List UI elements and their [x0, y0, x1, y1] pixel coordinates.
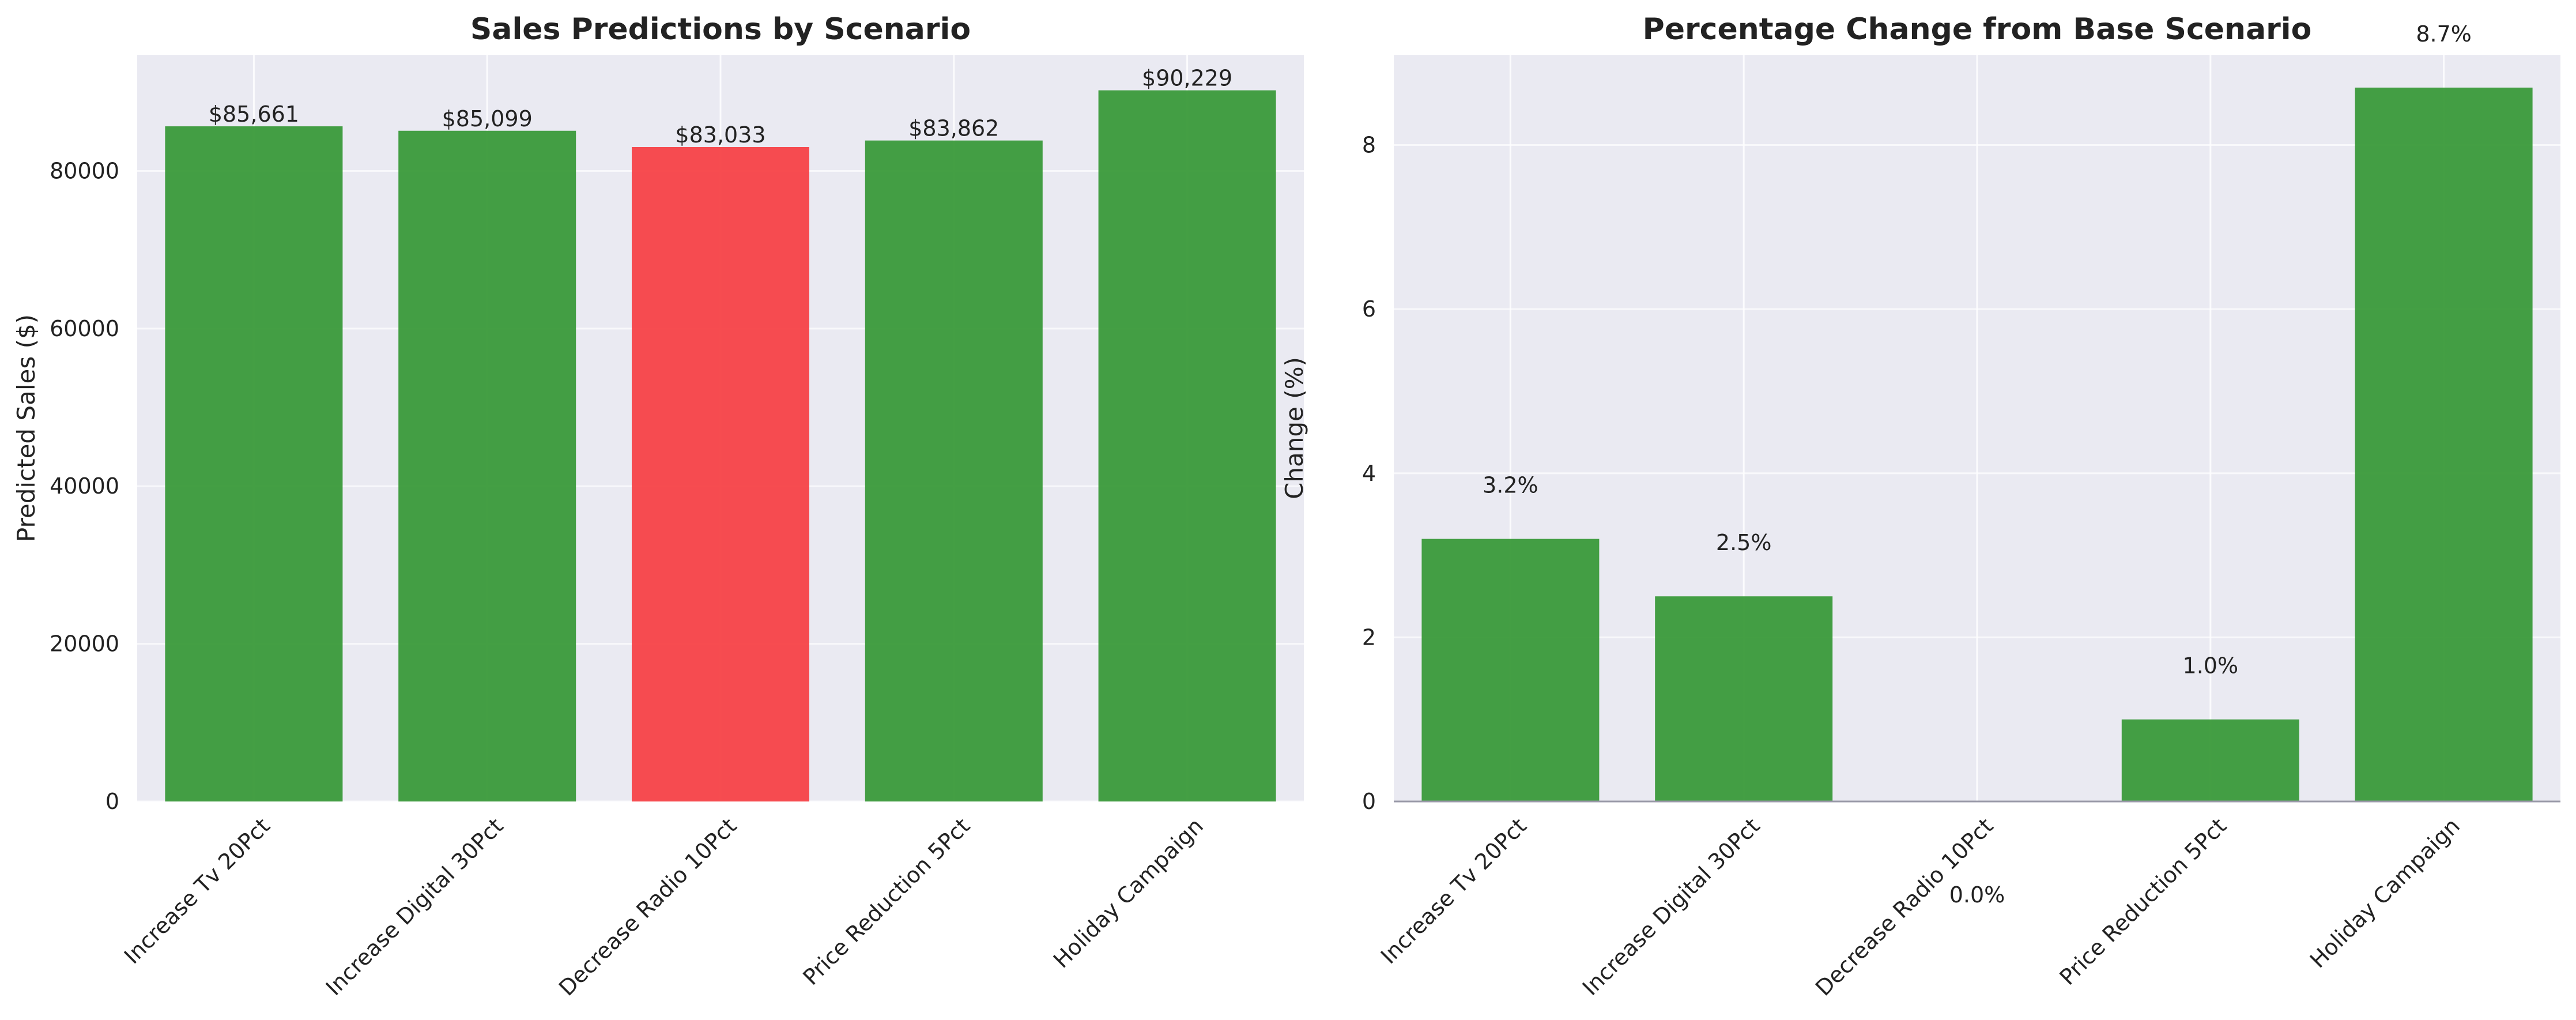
x-tick-label: Price Reduction 5Pct [2054, 813, 2231, 990]
x-tick-label: Increase Digital 30Pct [321, 813, 508, 1000]
value-label: 2.5% [1716, 530, 1772, 555]
y-tick-label: 80000 [50, 158, 119, 183]
value-label: $85,099 [442, 106, 533, 131]
y-tick-label: 0 [1362, 789, 1376, 814]
value-label: $90,229 [1142, 66, 1232, 91]
y-tick-label: 6 [1362, 296, 1376, 322]
bar-3 [632, 147, 809, 802]
bar-4 [2121, 719, 2299, 801]
bar-2 [1655, 596, 1833, 801]
value-label: 1.0% [2183, 653, 2239, 679]
value-label: $85,661 [209, 101, 299, 127]
bar-2 [398, 130, 576, 801]
chart-title: Sales Predictions by Scenario [470, 12, 971, 47]
bar-1 [165, 126, 343, 802]
x-tick-label: Increase Digital 30Pct [1578, 813, 1765, 1000]
value-label: 0.0% [1949, 882, 2005, 908]
y-tick-label: 2 [1362, 624, 1376, 650]
chart-panel-1: $85,661 $85,099 $83,033 $83,862 $90,229 0 2000… [12, 12, 1304, 1001]
y-tick-label: 8 [1362, 133, 1376, 158]
x-tick-label: Decrease Radio 10Pct [554, 813, 741, 1000]
x-tick-label: Price Reduction 5Pct [798, 813, 975, 990]
x-tick-label: Holiday Campaign [1048, 813, 1208, 973]
bar-5 [2355, 87, 2533, 801]
y-tick-label: 60000 [50, 316, 119, 341]
x-tick-label: Increase Tv 20Pct [119, 813, 275, 969]
y-axis-label: Predicted Sales ($) [12, 314, 40, 542]
x-tick-label: Increase Tv 20Pct [1376, 813, 1532, 969]
value-label: $83,033 [675, 122, 765, 148]
bar-4 [865, 140, 1043, 801]
x-tick-label: Holiday Campaign [2305, 813, 2465, 973]
value-label: 8.7% [2416, 21, 2472, 47]
value-label: $83,862 [908, 116, 999, 141]
bar-5 [1098, 90, 1276, 801]
y-tick-label: 20000 [50, 631, 119, 657]
value-label: 3.2% [1483, 473, 1538, 498]
y-axis-label: Change (%) [1280, 357, 1308, 499]
y-tick-label: 4 [1362, 461, 1376, 486]
y-tick-label: 0 [105, 789, 119, 814]
y-tick-label: 40000 [50, 473, 119, 499]
bar-1 [1421, 539, 1600, 801]
chart-title: Percentage Change from Base Scenario [1643, 12, 2312, 47]
chart-panel-2: 3.2% 2.5% 0.0% 1.0% 8.7% 0 2 4 6 8 Increase Tv 20P… [1280, 12, 2560, 1001]
